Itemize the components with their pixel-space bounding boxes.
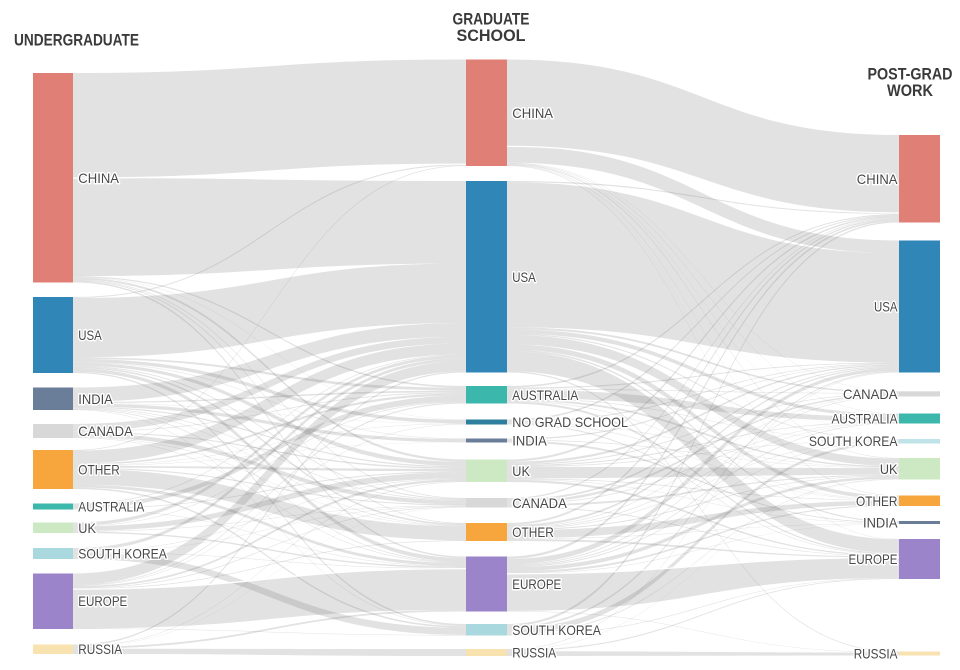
svg-text:CANADA: CANADA: [78, 423, 133, 439]
svg-text:INDIA: INDIA: [512, 433, 547, 449]
svg-text:SOUTH KOREA: SOUTH KOREA: [512, 622, 601, 638]
svg-text:USA: USA: [78, 327, 102, 343]
svg-text:CANADA: CANADA: [512, 495, 567, 511]
svg-text:OTHER: OTHER: [512, 524, 554, 540]
svg-text:UK: UK: [78, 520, 96, 536]
svg-text:AUSTRALIA: AUSTRALIA: [512, 387, 579, 403]
svg-text:POST-GRAD: POST-GRAD: [868, 66, 953, 84]
svg-text:CHINA: CHINA: [512, 105, 553, 121]
svg-text:SOUTH KOREA: SOUTH KOREA: [78, 546, 167, 562]
svg-text:EUROPE: EUROPE: [512, 576, 561, 592]
svg-text:RUSSIA: RUSSIA: [78, 641, 122, 657]
svg-text:EUROPE: EUROPE: [78, 593, 127, 609]
svg-text:USA: USA: [512, 269, 536, 285]
svg-text:EUROPE: EUROPE: [849, 551, 898, 567]
svg-text:GRADUATE: GRADUATE: [453, 11, 530, 29]
svg-text:SCHOOL: SCHOOL: [457, 27, 526, 45]
svg-text:INDIA: INDIA: [78, 391, 113, 407]
svg-text:CANADA: CANADA: [843, 386, 898, 402]
svg-text:UK: UK: [880, 461, 898, 477]
svg-text:INDIA: INDIA: [863, 515, 898, 531]
svg-text:AUSTRALIA: AUSTRALIA: [78, 499, 145, 515]
svg-text:AUSTRALIA: AUSTRALIA: [832, 411, 899, 427]
svg-text:OTHER: OTHER: [856, 493, 898, 509]
svg-text:RUSSIA: RUSSIA: [512, 645, 556, 661]
svg-text:USA: USA: [874, 299, 898, 315]
svg-text:RUSSIA: RUSSIA: [854, 646, 898, 662]
svg-text:CHINA: CHINA: [857, 171, 898, 187]
svg-text:SOUTH KOREA: SOUTH KOREA: [809, 433, 898, 449]
svg-text:NO GRAD SCHOOL: NO GRAD SCHOOL: [512, 414, 628, 430]
svg-text:CHINA: CHINA: [78, 170, 119, 186]
svg-text:WORK: WORK: [887, 82, 933, 100]
svg-text:UNDERGRADUATE: UNDERGRADUATE: [14, 32, 139, 50]
svg-text:UK: UK: [512, 463, 530, 479]
svg-text:OTHER: OTHER: [78, 462, 120, 478]
